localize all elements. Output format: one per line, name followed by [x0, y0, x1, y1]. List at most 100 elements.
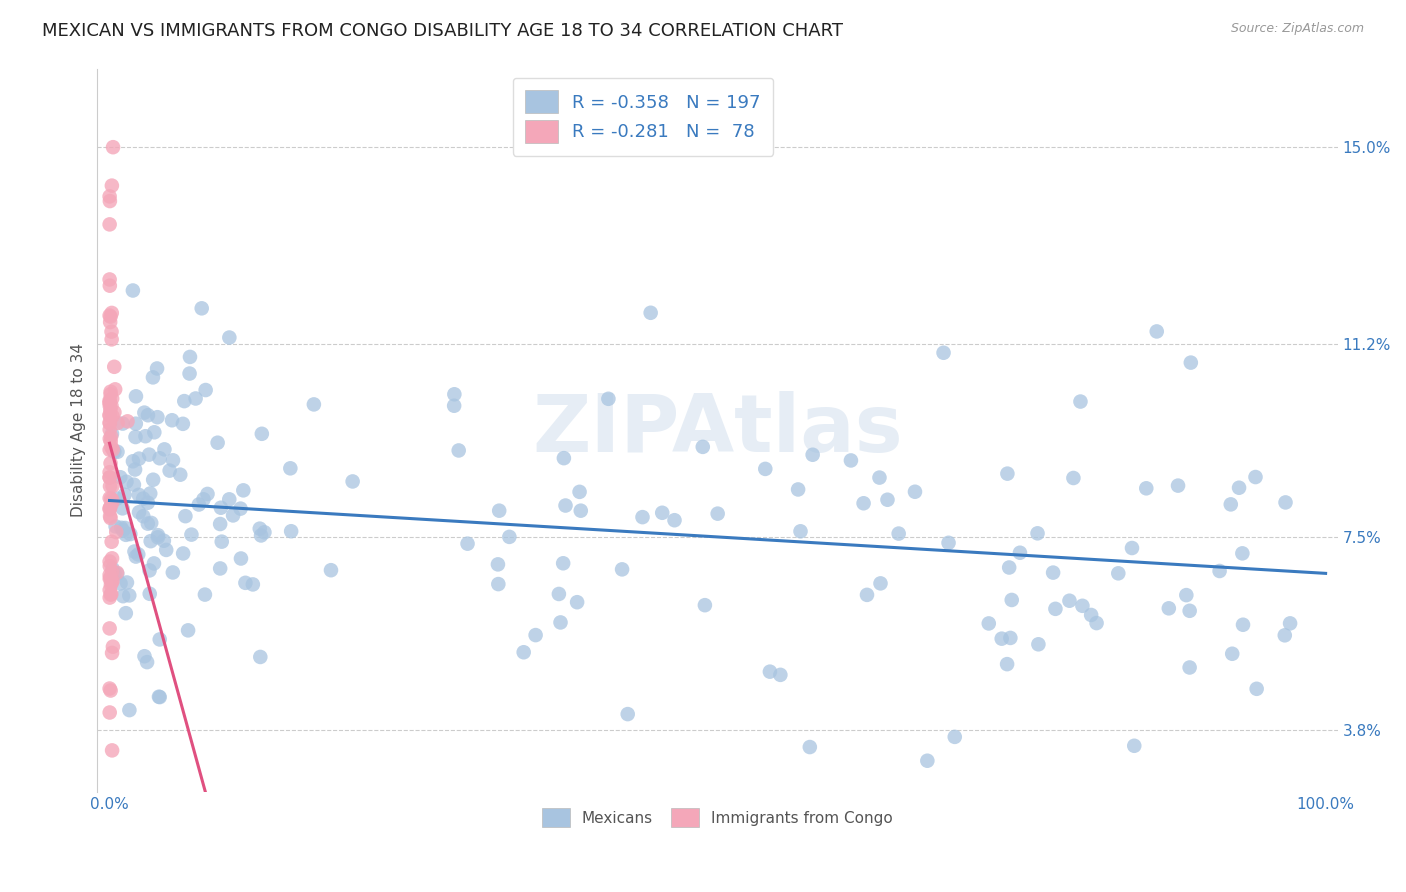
Point [148, 690, 170, 704]
Point [1219, 497, 1241, 511]
Point [179, 367, 201, 381]
Point [146, 410, 169, 425]
Point [122, 284, 145, 298]
Point [100, 534, 122, 549]
Point [789, 524, 811, 539]
Point [1045, 602, 1067, 616]
Point [98, 272, 121, 286]
Point [143, 557, 166, 571]
Point [209, 500, 232, 515]
Point [977, 616, 1000, 631]
Point [1085, 616, 1108, 631]
Point [184, 392, 207, 406]
Point [98, 591, 121, 605]
Point [1107, 566, 1129, 581]
Point [132, 491, 155, 506]
Point [1042, 566, 1064, 580]
Point [110, 576, 132, 591]
Point [1274, 628, 1296, 642]
Point [146, 530, 169, 544]
Point [253, 525, 276, 540]
Point [105, 524, 128, 539]
Point [101, 178, 124, 193]
Point [110, 470, 132, 484]
Point [98, 399, 121, 413]
Point [98, 572, 121, 586]
Point [98, 502, 121, 516]
Point [100, 511, 122, 525]
Point [1220, 647, 1243, 661]
Point [1178, 604, 1201, 618]
Point [100, 683, 122, 698]
Point [98, 470, 121, 484]
Point [568, 484, 591, 499]
Point [342, 475, 364, 489]
Point [125, 389, 148, 403]
Point [100, 578, 122, 592]
Point [177, 624, 200, 638]
Point [98, 403, 121, 417]
Point [172, 417, 194, 431]
Point [1227, 481, 1250, 495]
Point [631, 510, 654, 524]
Point [100, 325, 122, 339]
Point [1157, 601, 1180, 615]
Point [112, 589, 135, 603]
Point [443, 399, 465, 413]
Point [98, 278, 121, 293]
Point [98, 555, 121, 569]
Point [138, 563, 160, 577]
Point [115, 575, 138, 590]
Point [1123, 739, 1146, 753]
Point [693, 598, 716, 612]
Point [553, 556, 575, 570]
Point [1121, 541, 1143, 555]
Point [229, 551, 252, 566]
Point [114, 521, 136, 535]
Legend: Mexicans, Immigrants from Congo: Mexicans, Immigrants from Congo [534, 800, 900, 835]
Point [100, 440, 122, 454]
Point [457, 536, 479, 550]
Point [98, 189, 121, 203]
Point [1071, 599, 1094, 613]
Point [125, 549, 148, 564]
Point [111, 501, 134, 516]
Point [98, 509, 121, 524]
Point [124, 462, 146, 476]
Point [100, 588, 122, 602]
Point [103, 359, 125, 374]
Point [115, 475, 138, 489]
Point [554, 499, 576, 513]
Point [98, 395, 121, 409]
Point [162, 453, 184, 467]
Point [100, 429, 122, 443]
Point [610, 562, 633, 576]
Point [759, 665, 782, 679]
Point [249, 522, 271, 536]
Point [486, 577, 509, 591]
Point [194, 383, 217, 397]
Point [103, 566, 125, 581]
Point [173, 394, 195, 409]
Point [132, 509, 155, 524]
Point [120, 527, 142, 541]
Point [917, 754, 939, 768]
Point [486, 558, 509, 572]
Text: MEXICAN VS IMMIGRANTS FROM CONGO DISABILITY AGE 18 TO 34 CORRELATION CHART: MEXICAN VS IMMIGRANTS FROM CONGO DISABIL… [42, 22, 844, 40]
Point [1180, 356, 1202, 370]
Point [98, 218, 121, 232]
Point [159, 464, 181, 478]
Point [101, 442, 124, 457]
Point [943, 730, 966, 744]
Point [98, 501, 121, 516]
Point [98, 622, 121, 636]
Point [209, 516, 232, 531]
Point [101, 551, 124, 566]
Point [692, 440, 714, 454]
Point [122, 454, 145, 468]
Point [1175, 588, 1198, 602]
Point [101, 479, 124, 493]
Point [194, 588, 217, 602]
Point [664, 513, 686, 527]
Point [138, 587, 160, 601]
